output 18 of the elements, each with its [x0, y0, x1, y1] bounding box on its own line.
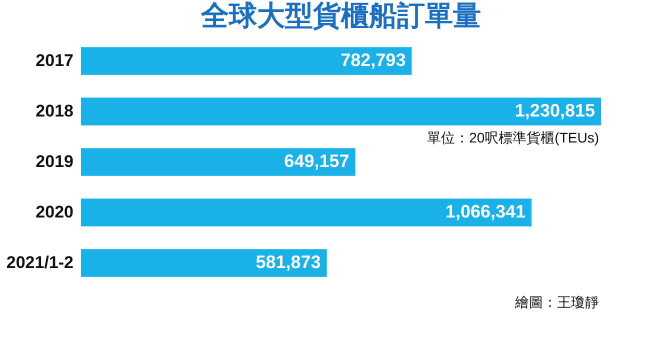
bar	[81, 249, 327, 277]
data-label: 1,066,341	[445, 202, 526, 222]
y-tick-label: 2018	[36, 101, 74, 120]
y-tick-label: 2017	[36, 50, 74, 70]
chart-title: 全球大型貨櫃船訂單量	[200, 0, 481, 32]
data-label: 1,230,815	[514, 100, 595, 120]
bar	[81, 198, 532, 226]
bar	[81, 98, 601, 126]
y-tick-label: 2019	[36, 152, 74, 171]
data-label: 581,873	[256, 252, 321, 272]
data-label: 649,157	[284, 151, 350, 171]
bar	[81, 47, 412, 75]
y-tick-label: 2021/1-2	[6, 253, 74, 272]
text: 繪圖：王瓊靜	[514, 294, 599, 310]
annotation: 單位：20呎標準貨櫃(TEUs)	[427, 129, 599, 146]
bar	[81, 148, 356, 176]
data-label: 782,793	[340, 50, 406, 70]
y-tick-label: 2020	[36, 202, 74, 222]
